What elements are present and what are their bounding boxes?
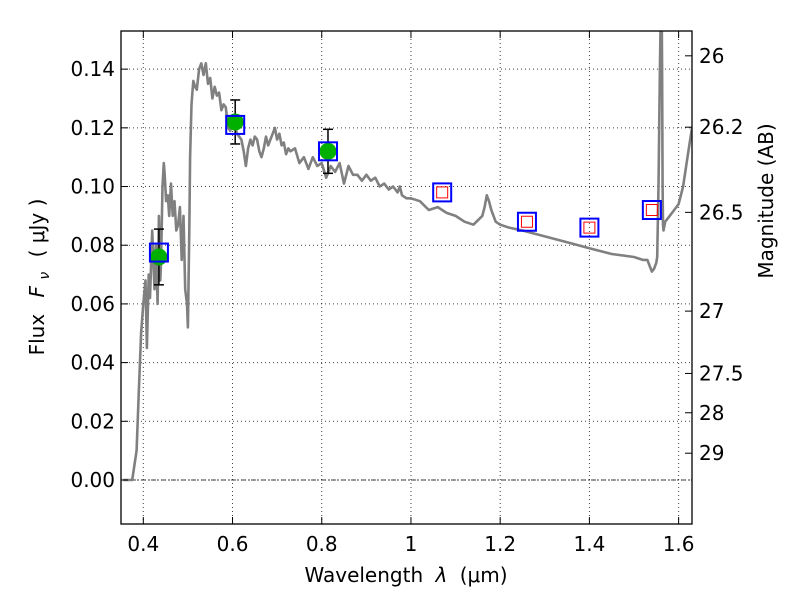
x-tick-labels: 0.4 0.6 0.8 1 1.2 1.4 1.6 [127, 532, 694, 556]
upper-limit-square-0 [436, 186, 449, 199]
x-tick-label-2: 0.8 [306, 532, 338, 556]
y-axis-label: Flux F ν ( μJy ) [25, 199, 54, 356]
x-axis-label-unit: (μm) [460, 563, 508, 587]
x-tick-label-6: 1.6 [663, 532, 695, 556]
mag-tick-label-3: 27 [699, 299, 724, 323]
model-square-6 [641, 200, 662, 221]
x-tick-label-0: 0.4 [127, 532, 159, 556]
upper-limit-square-3 [645, 204, 658, 217]
observed-point-2 [319, 142, 337, 160]
y-axis-label-symbol: F [25, 285, 49, 297]
x-axis-label-prefix: Wavelength [304, 563, 423, 587]
model-square-5 [579, 217, 600, 238]
model-square-3 [432, 182, 453, 203]
plot-frame [120, 30, 693, 525]
spectrum-line [123, 31, 692, 482]
mag-tick-label-0: 26 [699, 44, 724, 68]
upper-limit-square-2 [583, 221, 596, 234]
y-tick-label-4: 0.08 [70, 233, 115, 257]
mag-tick-label-5: 28 [699, 401, 724, 425]
x-axis-label: Wavelength λ (μm) [304, 563, 507, 587]
mag-tick-labels: 26 26.2 26.5 27 27.5 28 29 [699, 44, 744, 465]
y-tick-label-7: 0.14 [70, 57, 115, 81]
mag-tick-label-2: 26.5 [699, 200, 744, 224]
model-square-1 [225, 114, 246, 135]
spectrum-layer [123, 31, 692, 482]
y-axis-label-prefix: Flux [25, 314, 49, 356]
model-square-2 [317, 141, 338, 162]
observed-point-0 [150, 248, 168, 266]
y-tick-label-6: 0.12 [70, 116, 115, 140]
model-points-layer [148, 114, 662, 263]
y-tick-labels: 0.00 0.02 0.04 0.06 0.08 0.10 0.12 0.14 [70, 57, 115, 492]
y-tick-label-0: 0.00 [70, 468, 115, 492]
y-axis-label-unit: ( μJy ) [25, 199, 49, 258]
y-tick-label-1: 0.02 [70, 409, 115, 433]
y-tick-label-5: 0.10 [70, 175, 115, 199]
y2-axis-label: Magnitude (AB) [754, 123, 778, 278]
mag-tick-label-4: 27.5 [699, 361, 744, 385]
model-square-0 [148, 242, 169, 263]
x-tick-label-5: 1.4 [573, 532, 605, 556]
y-tick-label-3: 0.06 [70, 292, 115, 316]
model-square-4 [516, 211, 537, 232]
y-axis-label-subscript: ν [37, 272, 53, 280]
observed-point-1 [226, 113, 244, 131]
y-tick-label-2: 0.04 [70, 351, 115, 375]
upper-limit-layer [436, 186, 658, 234]
x-axis-label-symbol: λ [435, 563, 448, 587]
upper-limit-square-1 [520, 215, 533, 228]
x-tick-label-3: 1 [405, 532, 418, 556]
x-tick-label-4: 1.2 [484, 532, 516, 556]
tick-marks [121, 31, 692, 524]
mag-tick-label-6: 29 [699, 441, 724, 465]
mag-tick-label-1: 26.2 [699, 115, 744, 139]
x-tick-label-1: 0.6 [217, 532, 249, 556]
